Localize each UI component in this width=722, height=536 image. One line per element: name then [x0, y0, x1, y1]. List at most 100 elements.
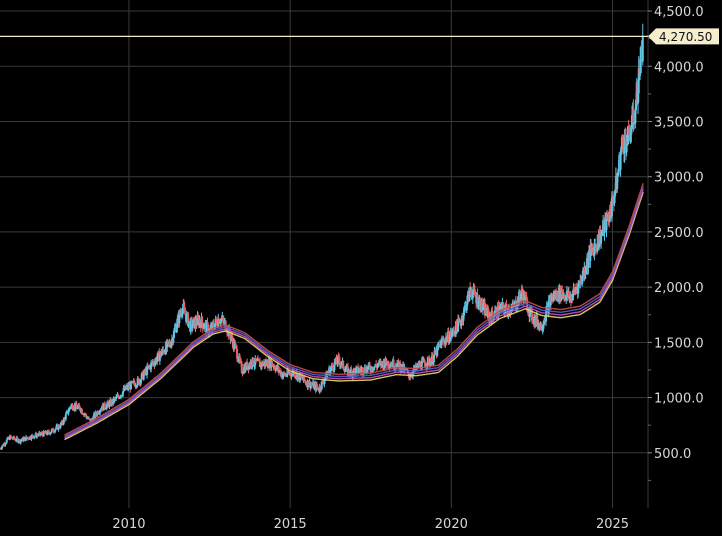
candle-body-928	[622, 142, 625, 153]
candle-body-89	[58, 427, 61, 429]
candle-body-551	[369, 365, 372, 370]
candle-body-42	[27, 437, 30, 439]
y-tick-label-7: 4,000.0	[654, 60, 704, 75]
candle-body-810	[543, 323, 546, 325]
candle-body-642	[430, 361, 433, 366]
candle-body-637	[426, 357, 429, 366]
candle-body-530	[354, 368, 357, 375]
last-price-tag[interactable]: 4,270.50	[648, 28, 719, 45]
candle-body-527	[352, 368, 355, 375]
candle-body-9	[5, 442, 8, 444]
candle-body-260	[173, 328, 176, 331]
candle-body-687	[460, 320, 463, 326]
candle-body-848	[568, 297, 571, 299]
candle-body-744	[498, 306, 501, 313]
candle-body-354	[236, 359, 239, 362]
candle-body-953	[639, 73, 642, 76]
candle-body-501	[335, 358, 338, 364]
x-axis-tick-labels: 2010 2015 2020 2025	[112, 517, 629, 532]
candle-body-633	[424, 363, 427, 367]
candle-body-492	[329, 369, 332, 375]
candle-body-346	[231, 335, 234, 342]
candle-body-75	[49, 433, 52, 435]
candle-body-885	[593, 245, 596, 257]
candle-body-334	[223, 320, 226, 324]
candle-body-18	[11, 437, 14, 439]
candle-body-879	[589, 245, 592, 261]
candle-body-360	[240, 363, 243, 373]
candle-body-411	[275, 367, 278, 371]
candle-body-854	[572, 288, 575, 295]
candle-body-472	[316, 384, 319, 388]
candle-body-204	[136, 385, 139, 387]
candle-body-433	[289, 372, 292, 376]
candle-body-691	[463, 307, 466, 316]
candle-body-562	[376, 365, 379, 368]
candle-body-386	[258, 360, 261, 362]
candle-body-322	[215, 318, 218, 321]
candle-body-782	[524, 295, 527, 302]
candle-body-225	[150, 362, 153, 370]
candle-body-892	[598, 242, 601, 247]
candle-body-907	[608, 221, 611, 223]
candle-body-263	[175, 327, 178, 333]
candle-body-28	[17, 441, 20, 443]
candle-body-304	[203, 327, 206, 329]
candle-body-241	[160, 352, 163, 356]
candle-body-188	[125, 387, 128, 390]
candle-body-159	[105, 404, 108, 409]
candle-body-776	[520, 294, 523, 300]
candle-body-644	[431, 355, 434, 365]
candle-body-873	[585, 268, 588, 272]
candle-body-692	[463, 305, 466, 308]
candle-body-146	[97, 411, 100, 414]
candle-body-620	[415, 366, 418, 369]
candle-body-81	[53, 431, 56, 433]
candle-body-785	[526, 299, 529, 312]
candle-body-933	[625, 140, 628, 153]
candle-body-8	[4, 443, 7, 446]
candle-body-614	[411, 375, 414, 377]
candle-body-563	[377, 364, 380, 366]
candle-body-871	[584, 267, 586, 275]
candle-body-904	[606, 213, 609, 219]
candle-body-359	[240, 361, 243, 364]
candle-body-243	[162, 348, 165, 351]
moving-average-line-1	[64, 188, 644, 439]
candle-body-392	[262, 364, 265, 367]
candle-body-674	[451, 328, 454, 334]
candle-body-423	[283, 372, 286, 375]
candle-body-143	[95, 412, 98, 415]
candle-body-830	[556, 291, 559, 300]
candle-body-377	[252, 357, 255, 366]
candle-body-439	[293, 371, 296, 378]
candle-body-36	[23, 438, 26, 441]
candle-body-935	[626, 126, 629, 145]
candle-body-685	[459, 319, 462, 324]
candle-body-522	[349, 368, 352, 375]
candle-body-943	[632, 107, 635, 124]
candle-body-861	[577, 283, 580, 294]
candle-body-10	[5, 439, 8, 443]
candle-body-350	[234, 344, 237, 349]
candle-body-548	[367, 366, 370, 370]
candle-body-564	[377, 361, 380, 365]
candle-body-351	[234, 344, 237, 346]
candle-body-33	[21, 439, 24, 441]
candle-body-298	[199, 319, 202, 323]
candle-body-275	[183, 307, 186, 313]
candle-body-23	[14, 439, 17, 441]
candle-body-675	[452, 328, 455, 331]
candle-body-66	[43, 431, 46, 433]
candle-body-770	[516, 306, 519, 309]
candle-body-478	[320, 389, 323, 391]
candle-body-294	[196, 316, 199, 326]
candle-body-385	[257, 358, 260, 361]
candle-body-463	[309, 384, 312, 389]
candle-body-920	[616, 172, 619, 176]
candle-body-98	[64, 414, 67, 420]
candle-body-748	[501, 303, 504, 311]
candle-body-474	[317, 387, 320, 391]
candle-body-742	[497, 305, 500, 315]
